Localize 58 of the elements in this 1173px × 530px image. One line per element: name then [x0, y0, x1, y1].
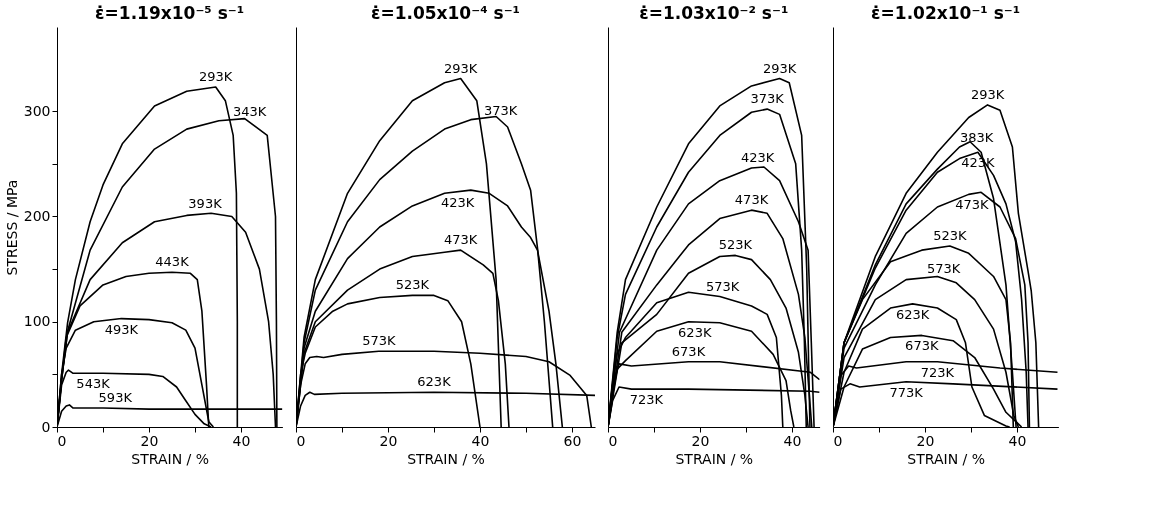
- x-axis-title: STRAIN / %: [131, 450, 210, 467]
- chart-title: ε̇=1.05x10⁻⁴ s⁻¹: [370, 3, 521, 23]
- x-tick-label: 0: [608, 432, 618, 449]
- series-label: 523K: [933, 227, 967, 243]
- series-label: 373K: [750, 91, 785, 107]
- series-label: 373K: [484, 102, 518, 118]
- series-label: 473K: [734, 192, 769, 208]
- series-label: 673K: [671, 343, 706, 359]
- x-tick-label: 0: [833, 432, 843, 449]
- chart-title: ε̇=1.19x10⁻⁵ s⁻¹: [95, 3, 245, 23]
- x-tick-label: 20: [691, 432, 710, 449]
- x-tick-label: 60: [563, 432, 582, 449]
- series-label: 573K: [927, 260, 961, 276]
- series-label: 623K: [678, 324, 712, 340]
- chart-title: ε̇=1.03x10⁻² s⁻¹: [639, 3, 789, 23]
- series-label: 383K: [960, 130, 994, 146]
- series-label: 393K: [188, 195, 223, 211]
- x-tick-label: 20: [916, 432, 935, 449]
- y-tick-label: 300: [23, 102, 51, 119]
- x-tick-label: 20: [379, 432, 398, 449]
- x-tick-label: 40: [471, 432, 490, 449]
- series-label: 523K: [395, 277, 430, 293]
- x-axis-title: STRAIN / %: [675, 450, 754, 467]
- series-label: 723K: [629, 392, 664, 408]
- x-tick-label: 20: [140, 432, 159, 449]
- series-label: 543K: [76, 376, 111, 392]
- y-axis-title: STRESS / MPa: [3, 179, 20, 276]
- x-tick-label: 40: [232, 432, 251, 449]
- series-label: 473K: [955, 196, 989, 212]
- series-label: 293K: [970, 86, 1005, 102]
- series-label: 573K: [362, 333, 396, 349]
- series-label: 423K: [441, 194, 475, 210]
- series-label: 443K: [155, 254, 190, 270]
- series-label: 593K: [98, 390, 133, 406]
- x-tick-label: 0: [57, 432, 67, 449]
- series-label: 293K: [199, 69, 233, 84]
- x-tick-label: 0: [296, 432, 306, 449]
- y-tick-label: 200: [23, 207, 51, 224]
- series-label: 293K: [444, 60, 478, 76]
- series-label: 573K: [705, 279, 740, 295]
- series-label: 493K: [104, 321, 139, 337]
- series-label: 473K: [444, 232, 478, 248]
- series-label: 293K: [762, 60, 797, 76]
- series-label: 343K: [233, 104, 267, 120]
- x-axis-title: STRAIN / %: [407, 450, 485, 467]
- series-label: 723K: [920, 364, 955, 380]
- x-axis-title: STRAIN / %: [907, 450, 986, 467]
- series-label: 673K: [905, 338, 939, 354]
- series-label: 623K: [895, 306, 930, 322]
- chart-title: ε̇=1.02x10⁻¹ s⁻¹: [871, 3, 1021, 23]
- x-tick-label: 40: [783, 432, 802, 449]
- series-label: 623K: [417, 374, 452, 390]
- x-tick-label: 40: [1008, 432, 1027, 449]
- y-tick-label: 100: [23, 313, 51, 330]
- series-label: 523K: [718, 237, 753, 253]
- series-label: 423K: [741, 149, 775, 165]
- y-tick-label: 0: [41, 418, 51, 435]
- series-label: 773K: [889, 384, 924, 400]
